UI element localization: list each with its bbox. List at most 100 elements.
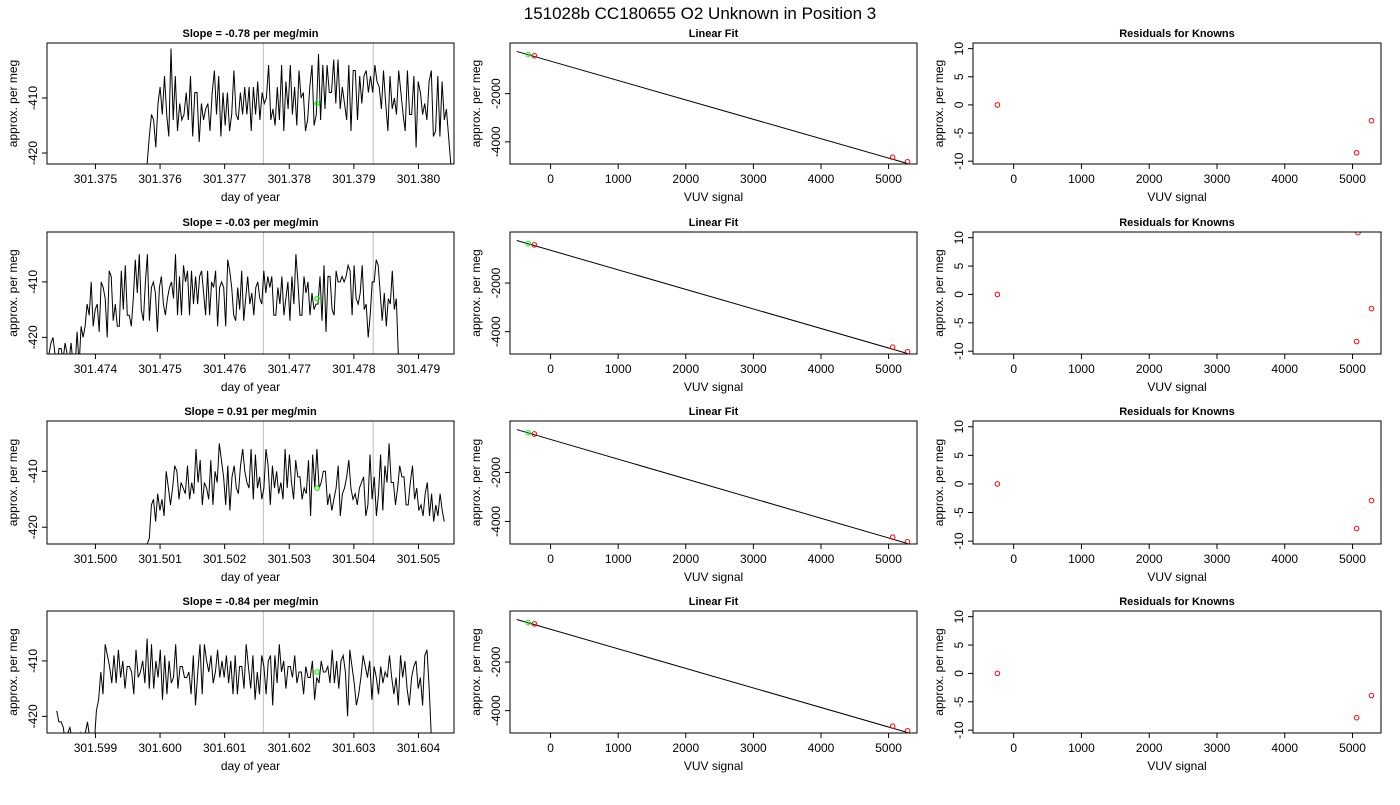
panel-4-1: Slope = -0.84 per meg/min 301.599 301.600 3…	[6, 596, 455, 773]
x-tick-label: 3000	[740, 552, 767, 566]
x-axis-label: VUV signal	[1147, 759, 1206, 773]
y-tick-label: -2000	[489, 646, 503, 677]
y-tick-label: -410	[26, 86, 40, 110]
x-tick-label: 2000	[672, 741, 699, 755]
fit-line	[516, 50, 908, 164]
x-tick-label: 4000	[1271, 552, 1298, 566]
y-tick-label: -410	[26, 649, 40, 673]
x-tick-label: 3000	[740, 172, 767, 186]
y-tick-label: -5	[952, 317, 966, 328]
x-tick-label: 4000	[1271, 362, 1298, 376]
x-tick-label: 3000	[1204, 172, 1231, 186]
y-tick-label: 10	[952, 231, 966, 245]
y-tick-label: 10	[952, 42, 966, 56]
panel-3-2: Linear Fit 0 1000 2000 3000 4000 5000 -2000 -400…	[469, 406, 918, 584]
x-tick-label: 301.599	[74, 741, 118, 755]
plot-frame	[509, 42, 918, 165]
fit-line	[516, 429, 908, 544]
panel-title: Slope = -0.84 per meg/min	[182, 596, 318, 608]
x-tick-label: 0	[547, 552, 554, 566]
data-point	[994, 670, 1001, 677]
x-tick-label: 301.604	[397, 741, 441, 755]
plot-frame	[509, 610, 918, 734]
x-tick-label: 1000	[605, 552, 632, 566]
x-tick-label: 1000	[1068, 172, 1095, 186]
x-tick-label: 301.502	[203, 552, 247, 566]
y-tick-label: 10	[952, 420, 966, 434]
x-tick-label: 4000	[808, 741, 835, 755]
panel-1-1: Slope = -0.78 per meg/min 301.375 301.376 3…	[6, 28, 455, 204]
data-point	[904, 728, 911, 733]
signal-line	[47, 254, 401, 354]
plot-area	[47, 232, 401, 354]
x-tick-label: 3000	[740, 362, 767, 376]
page-title: 151028b CC180655 O2 Unknown in Position …	[524, 4, 877, 23]
data-point	[1368, 497, 1375, 504]
panel-title: Linear Fit	[689, 28, 739, 40]
x-tick-label: 4000	[808, 552, 835, 566]
y-axis-label: approx. per meg	[932, 439, 946, 526]
plot-frame	[46, 231, 455, 355]
data-point	[531, 621, 538, 627]
panel-title: Slope = -0.03 per meg/min	[182, 217, 318, 229]
x-tick-label: 5000	[1339, 552, 1366, 566]
plot-area	[56, 611, 432, 733]
y-axis-label: approx. per meg	[469, 249, 483, 336]
data-point	[994, 481, 1001, 487]
y-axis-label: approx. per meg	[6, 249, 20, 336]
plot-frame	[509, 231, 918, 355]
x-tick-label: 301.375	[74, 172, 118, 186]
x-axis-label: day of year	[221, 380, 280, 394]
mean-marker	[314, 100, 320, 107]
x-tick-label: 3000	[1204, 362, 1231, 376]
panel-4-2: Linear Fit 0 1000 2000 3000 4000 5000 -2000 -400…	[469, 596, 918, 773]
x-tick-label: 1000	[605, 172, 632, 186]
fit-line	[516, 619, 908, 733]
x-tick-label: 301.380	[397, 172, 441, 186]
data-point	[525, 51, 532, 58]
x-tick-label: 3000	[1204, 552, 1231, 566]
x-tick-label: 301.478	[332, 362, 376, 376]
panel-title: Linear Fit	[689, 406, 739, 418]
x-tick-label: 4000	[1271, 741, 1298, 755]
x-tick-label: 2000	[1136, 362, 1163, 376]
data-point	[531, 242, 538, 248]
y-tick-label: 5	[952, 262, 966, 269]
y-tick-label: -4000	[489, 695, 503, 726]
x-tick-label: 301.377	[203, 172, 247, 186]
y-tick-label: -2000	[489, 267, 503, 298]
x-tick-label: 5000	[875, 362, 902, 376]
panel-title: Slope = -0.78 per meg/min	[182, 28, 318, 40]
y-axis-label: approx. per meg	[469, 628, 483, 715]
panel-title: Residuals for Knowns	[1119, 596, 1235, 608]
data-point	[531, 52, 538, 59]
x-axis-label: VUV signal	[684, 380, 743, 394]
panel-title: Slope = 0.91 per meg/min	[184, 406, 317, 418]
x-tick-label: 301.376	[138, 172, 182, 186]
x-axis-label: VUV signal	[684, 570, 743, 584]
mean-marker	[314, 295, 320, 302]
plot-area	[146, 421, 445, 544]
plot-area	[146, 43, 452, 164]
plot-area	[516, 240, 911, 354]
x-tick-label: 301.379	[332, 172, 376, 186]
x-axis-label: day of year	[221, 190, 280, 204]
panel-3-1: Slope = 0.91 per meg/min 301.500 301.501 30…	[6, 406, 455, 584]
data-point	[889, 154, 896, 161]
x-tick-label: 5000	[1339, 172, 1366, 186]
x-tick-label: 301.505	[397, 552, 441, 566]
panel-title: Linear Fit	[689, 596, 739, 608]
x-axis-label: day of year	[221, 759, 280, 773]
data-point	[904, 159, 911, 164]
x-tick-label: 301.475	[138, 362, 182, 376]
data-point	[525, 429, 532, 436]
x-tick-label: 301.603	[332, 741, 376, 755]
signal-line	[56, 638, 432, 733]
y-tick-label: -420	[26, 141, 40, 165]
y-tick-label: -5	[952, 696, 966, 707]
y-tick-label: 5	[952, 452, 966, 459]
data-point	[889, 344, 896, 350]
x-tick-label: 0	[1010, 362, 1017, 376]
y-tick-label: 5	[952, 73, 966, 80]
